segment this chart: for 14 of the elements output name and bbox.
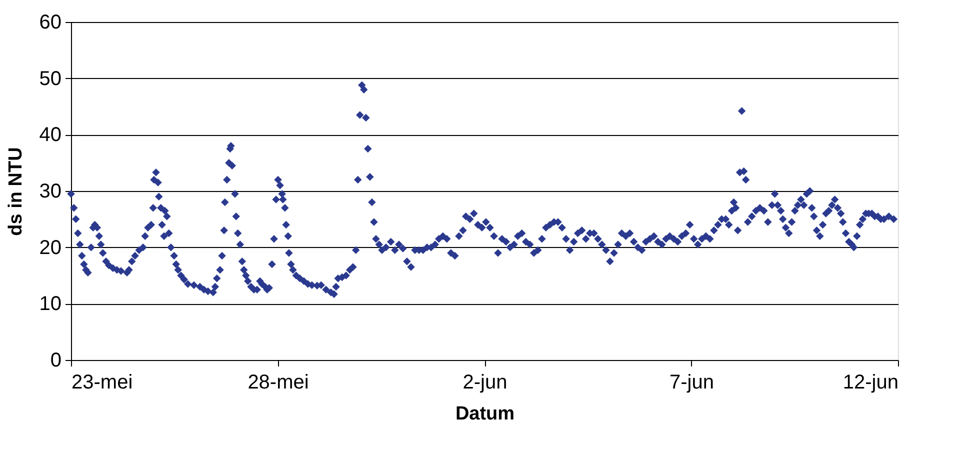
x-tick-label: 12-jun: [842, 372, 898, 394]
x-tick-label: 7-jun: [670, 372, 714, 394]
y-tick-label: 60: [39, 12, 62, 34]
x-axis-title: Datum: [455, 404, 515, 424]
x-tick-label: 2-jun: [462, 372, 508, 394]
x-tick-label: 28-mei: [248, 372, 309, 394]
y-tick-label: 20: [39, 236, 62, 259]
y-tick-label: 10: [39, 293, 62, 316]
x-tick-label: 23-mei: [72, 372, 133, 394]
y-tick-label: 0: [50, 350, 62, 372]
y-tick-label: 40: [39, 124, 62, 146]
y-axis-title: ds in NTU: [5, 147, 26, 236]
y-tick-label: 30: [39, 180, 62, 202]
y-tick-label: 50: [39, 68, 62, 90]
